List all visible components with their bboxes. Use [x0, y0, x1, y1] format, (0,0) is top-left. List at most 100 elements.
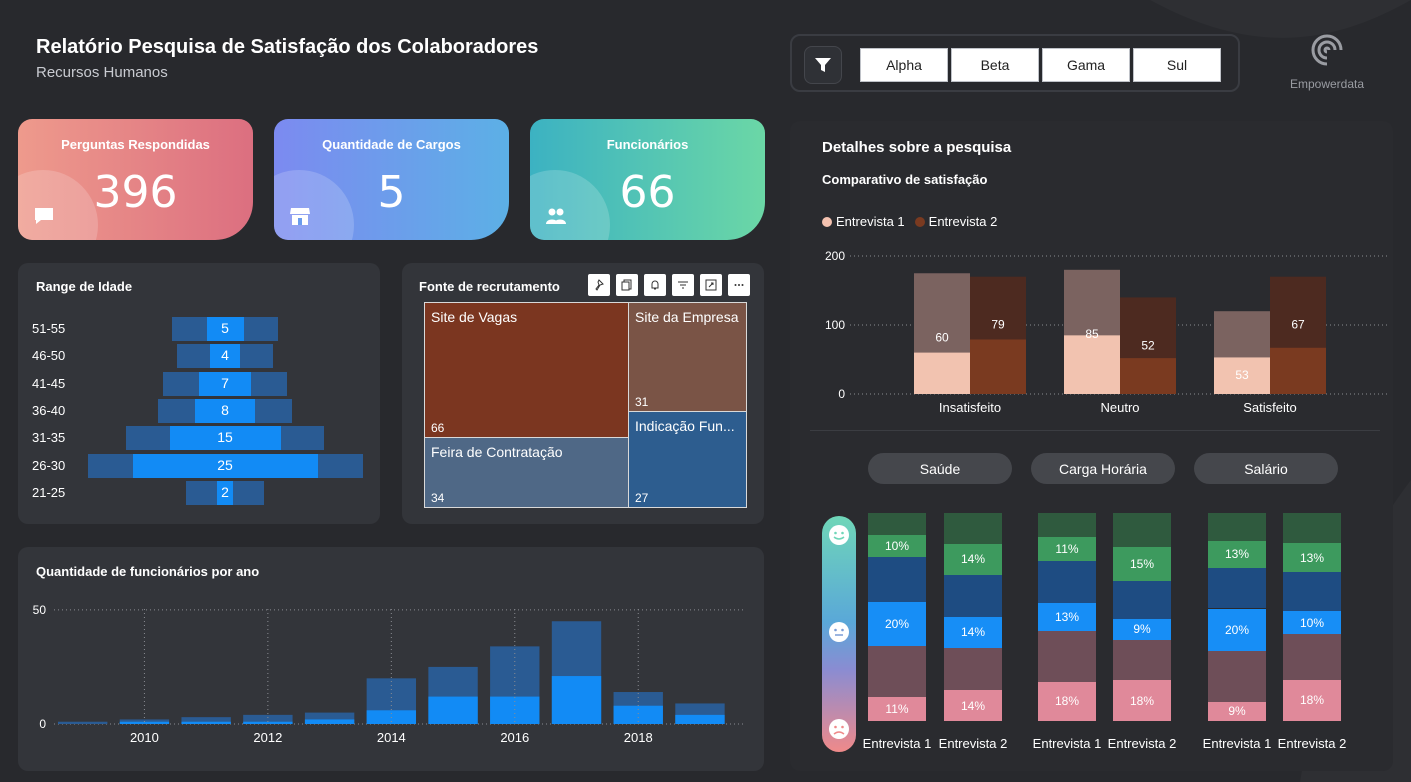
category-pill-carga-horaria[interactable]: Carga Horária — [1031, 453, 1175, 484]
satisfaction-bar-segment — [1270, 347, 1326, 394]
stacked-bar-segment — [944, 574, 1002, 617]
satisfaction-bar-label: 79 — [991, 318, 1005, 332]
treemap-tile[interactable]: Feira de Contratação 34 — [424, 437, 629, 508]
year-bar-segment — [243, 721, 293, 724]
kpi-label: Funcionários — [606, 137, 689, 152]
stacked-bar-segment: 13% — [1208, 540, 1266, 569]
focus-mode-icon[interactable] — [700, 274, 722, 296]
year-bar-total — [58, 721, 108, 724]
stacked-bar-segment — [1208, 513, 1266, 541]
treemap-tile[interactable]: Indicação Fun... 27 — [628, 411, 747, 508]
legend-swatch-entrevista-2 — [914, 216, 925, 227]
age-value: 15 — [217, 429, 233, 446]
category-label: Insatisfeito — [939, 400, 1001, 415]
satisfaction-comparison-chart: 0 100 200 60 79 Insatisfeito 85 52 Neutro 53 67 Sat… — [825, 249, 1390, 415]
kpi-value: 396 — [93, 167, 178, 218]
page-subtitle: Recursos Humanos — [36, 64, 168, 81]
satisfaction-bar-segment — [970, 339, 1026, 394]
filter-option-sul[interactable]: Sul — [1133, 48, 1221, 82]
age-bar-row[interactable]: 51-55 5 — [18, 317, 378, 341]
chart-legend: Entrevista 1 Entrevista 2 — [822, 214, 997, 229]
year-bar-segment — [119, 721, 170, 724]
stacked-bar-segment — [944, 647, 1002, 690]
bell-icon[interactable] — [644, 274, 666, 296]
x-tick-label: 2016 — [500, 730, 529, 745]
category-label: Neutro — [1100, 400, 1139, 415]
stacked-bar[interactable]: 14% 14% 14% — [944, 513, 1002, 721]
age-bar-row[interactable]: 26-30 25 — [18, 453, 378, 478]
stacked-bar-segment: 10% — [868, 535, 926, 558]
stacked-bar[interactable]: 11% 13% 18% — [1038, 513, 1096, 721]
stacked-bar-segment — [1038, 631, 1096, 682]
age-value: 5 — [221, 320, 229, 336]
category-pill-salario[interactable]: Salário — [1194, 453, 1338, 484]
satisfaction-scale-bar — [822, 516, 856, 752]
copy-icon[interactable] — [616, 274, 638, 296]
pin-icon[interactable] — [588, 274, 610, 296]
y-tick-label: 100 — [825, 318, 845, 332]
stacked-bar-segment: 18% — [1038, 681, 1096, 721]
employees-per-year-title: Quantidade de funcionários por ano — [36, 564, 260, 579]
year-bar-total — [243, 714, 293, 724]
stacked-bar-segment — [868, 513, 926, 536]
neutral-face-icon — [829, 622, 849, 642]
age-value: 25 — [217, 456, 233, 473]
age-bar — [217, 480, 233, 505]
stacked-bar-segment — [1283, 513, 1341, 543]
legend-label: Entrevista 2 — [928, 214, 998, 229]
satisfaction-bar-segment — [1214, 357, 1270, 394]
stacked-bar-segment: 10% — [1283, 611, 1341, 635]
age-label: 41-45 — [32, 375, 66, 391]
age-bar-row[interactable]: 21-25 2 — [18, 480, 378, 505]
satisfaction-bar-label: 53 — [1235, 368, 1249, 382]
x-tick-label: 2012 — [253, 730, 282, 745]
details-subtitle: Comparativo de satisfação — [822, 172, 988, 187]
satisfaction-bar-label: 67 — [1291, 318, 1305, 332]
satisfaction-bar-segment — [1120, 358, 1176, 394]
category-label: Satisfeito — [1243, 400, 1296, 415]
interview-label: Entrevista 2 — [938, 736, 1008, 751]
age-bar — [132, 453, 318, 478]
kpi-label: Quantidade de Cargos — [322, 137, 461, 152]
stacked-bar-segment — [1113, 639, 1171, 681]
age-label: 36-40 — [32, 402, 66, 418]
category-pill-saude[interactable]: Saúde — [868, 453, 1012, 484]
interview-label: Entrevista 2 — [1107, 736, 1177, 751]
empowerdata-logo-icon — [1311, 34, 1343, 66]
stacked-bar[interactable]: 13% 10% 18% — [1283, 513, 1341, 721]
stacked-bar[interactable]: 15% 9% 18% — [1113, 513, 1171, 721]
treemap-label: Feira de Contratação — [431, 444, 563, 460]
stacked-bar-segment: 18% — [1113, 680, 1171, 721]
stacked-bar-segment: 20% — [868, 601, 926, 646]
age-bar-row[interactable]: 41-45 7 — [18, 371, 378, 396]
filter-icon — [815, 58, 831, 72]
age-value: 7 — [221, 374, 229, 391]
age-value: 2 — [221, 483, 229, 500]
interview-label: Entrevista 2 — [1277, 736, 1347, 751]
filter-option-gama[interactable]: Gama — [1042, 48, 1130, 82]
treemap-tile[interactable]: Site da Empresa 31 — [628, 302, 747, 412]
filter-option-alpha[interactable]: Alpha — [860, 48, 948, 82]
filter-button[interactable] — [804, 46, 842, 84]
kpi-card-employees: Funcionários 66 — [530, 119, 765, 240]
age-label: 51-55 — [32, 321, 66, 336]
more-options-icon[interactable] — [728, 274, 750, 296]
stacked-bar-segment — [868, 645, 926, 697]
stacked-bar[interactable]: 13% 20% 9% — [1208, 513, 1266, 721]
filter-lines-icon[interactable] — [672, 274, 694, 296]
treemap-value: 66 — [431, 421, 445, 435]
age-bar-row[interactable]: 31-35 15 — [18, 426, 378, 451]
treemap-value: 27 — [635, 491, 649, 505]
stacked-bar[interactable]: 10% 20% 11% — [868, 513, 926, 721]
treemap-value: 31 — [635, 395, 649, 409]
year-bar-segment — [181, 721, 231, 724]
age-bar-row[interactable]: 46-50 4 — [18, 344, 378, 369]
chat-icon — [35, 208, 53, 224]
treemap-tile[interactable]: Site de Vagas 66 — [424, 302, 629, 438]
year-bar-segment — [613, 705, 663, 724]
age-range-title: Range de Idade — [36, 279, 133, 294]
y-tick-label: 0 — [39, 717, 46, 731]
filter-option-beta[interactable]: Beta — [951, 48, 1039, 82]
age-bar-row[interactable]: 36-40 8 — [18, 398, 378, 423]
visual-toolbar — [588, 274, 752, 296]
